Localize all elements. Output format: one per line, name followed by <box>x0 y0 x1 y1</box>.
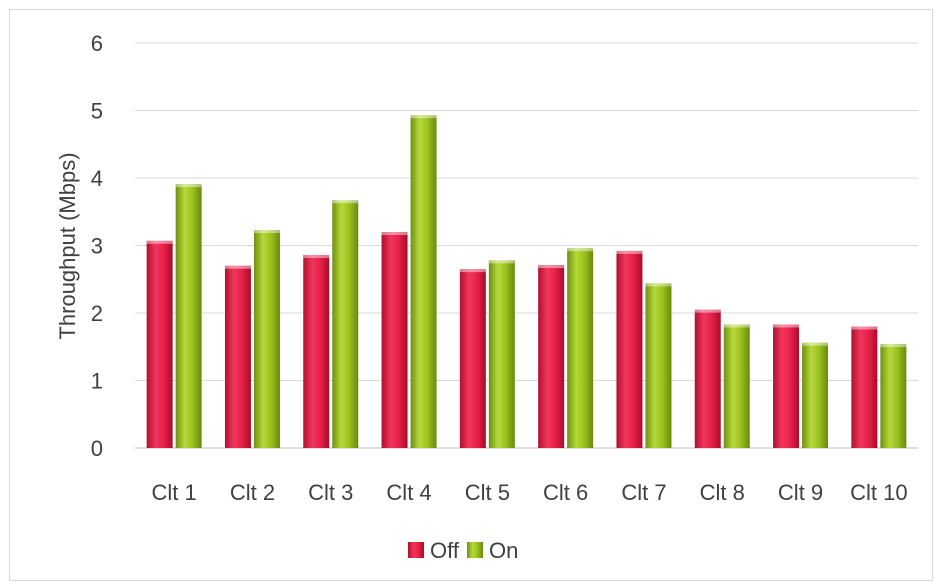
y-tick-label: 3 <box>91 234 103 259</box>
bar-off <box>851 326 878 448</box>
bar-off <box>694 309 721 448</box>
bars <box>146 115 907 448</box>
bar-off <box>459 269 486 448</box>
y-axis-label: Throughput (Mbps) <box>55 152 80 339</box>
x-tick-label: Clt 5 <box>465 480 510 505</box>
y-tick-label: 6 <box>91 31 103 56</box>
x-tick-label: Clt 1 <box>152 480 197 505</box>
x-tick-label: Clt 7 <box>621 480 666 505</box>
legend: Off On <box>408 538 518 563</box>
x-tick-label: Clt 4 <box>386 480 431 505</box>
bar-on <box>723 324 750 448</box>
bar-on <box>332 200 359 448</box>
bar-off <box>224 265 251 448</box>
y-axis-ticks: 0 1 2 3 4 5 6 <box>91 31 103 461</box>
x-tick-label: Clt 10 <box>850 480 907 505</box>
bar-on <box>175 184 202 448</box>
legend-label: On <box>489 538 518 563</box>
bar-off <box>538 265 565 448</box>
x-tick-label: Clt 6 <box>543 480 588 505</box>
x-tick-label: Clt 2 <box>230 480 275 505</box>
bar-on <box>802 342 829 448</box>
bar-on <box>253 229 280 448</box>
y-tick-label: 1 <box>91 369 103 394</box>
y-tick-label: 4 <box>91 166 103 191</box>
bar-off <box>303 254 330 448</box>
bar-on <box>645 283 672 448</box>
bar-on <box>567 248 594 448</box>
legend-item-off: Off <box>408 538 460 563</box>
bar-off <box>616 250 643 448</box>
bar-off <box>381 232 408 448</box>
x-tick-label: Clt 9 <box>778 480 823 505</box>
x-tick-label: Clt 8 <box>700 480 745 505</box>
bar-off <box>146 240 173 448</box>
y-tick-label: 2 <box>91 301 103 326</box>
bar-on <box>488 260 515 448</box>
y-tick-label: 0 <box>91 436 103 461</box>
legend-swatch <box>467 542 483 558</box>
x-tick-label: Clt 3 <box>308 480 353 505</box>
bar-on <box>410 115 437 448</box>
legend-swatch <box>408 542 424 558</box>
bar-off <box>773 324 800 448</box>
legend-label: Off <box>430 538 460 563</box>
bar-on <box>880 344 907 448</box>
y-tick-label: 5 <box>91 99 103 124</box>
x-axis-ticks: Clt 1 Clt 2 Clt 3 Clt 4 Clt 5 Clt 6 Clt 7 Clt 8… <box>152 480 908 505</box>
legend-item-on: On <box>467 538 518 563</box>
gridlines <box>135 42 918 449</box>
